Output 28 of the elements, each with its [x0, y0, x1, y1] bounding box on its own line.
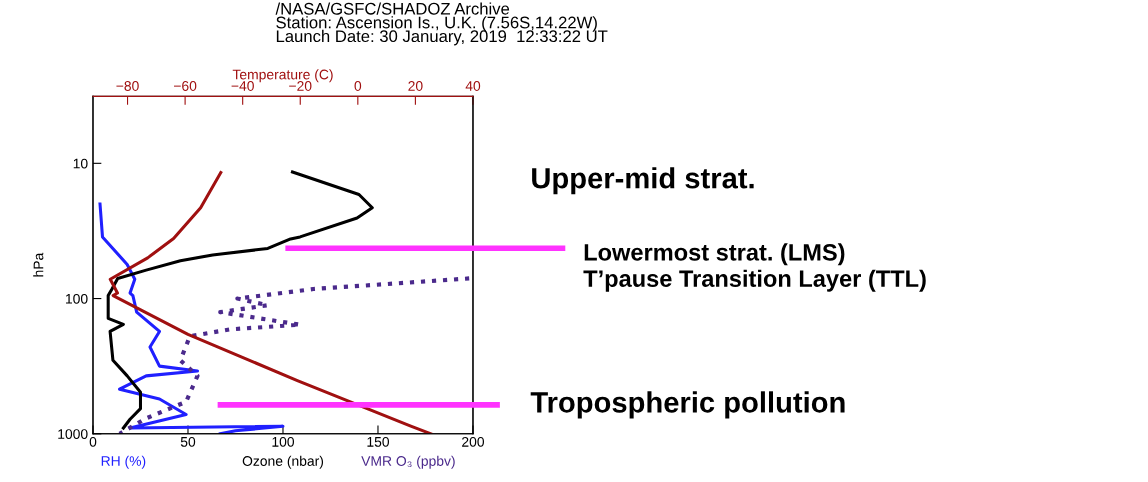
y-tick-label: 1000 [58, 429, 88, 439]
line-series [98, 202, 285, 434]
y-tick-label: 100 [66, 293, 88, 304]
line-series [117, 276, 472, 434]
text: RH (%) [101, 455, 146, 469]
chart-subtitle: Station: Ascension Is., U.K. (7.56S,14.22W) Launch Date: 30 January, 2019 12:33:22 UT [276, 16, 608, 46]
x2-tick-label: 0 [354, 81, 362, 91]
x2-tick-label: −20 [289, 81, 312, 91]
y-axis-title: hPa [33, 252, 44, 277]
x-tick-label: 150 [367, 436, 390, 447]
x-tick-label: 200 [462, 436, 485, 447]
x2-tick-label: −60 [174, 81, 197, 91]
x2-tick-label: 40 [465, 81, 481, 91]
text: VMR O₃ (ppbv) [361, 455, 455, 469]
line-series [106, 170, 374, 430]
x2-tick-label: −80 [116, 81, 139, 91]
y-tick-label: 10 [73, 158, 88, 169]
text: Ozone (nbar) [242, 455, 324, 469]
x2-tick-label: 20 [408, 81, 423, 91]
x2-axis-title: Temperature (C) [232, 69, 333, 83]
text: Upper-mid strat. [532, 167, 754, 195]
x-tick-label: 0 [89, 436, 97, 447]
x-tick-label: 100 [272, 436, 295, 447]
text: Lowermost strat. (LMS) T’pause Transition Layer (TTL) [583, 243, 926, 292]
text: Tropospheric pollution [530, 391, 845, 419]
chart-title: /NASA/GSFC/SHADOZ Archive [275, 2, 510, 15]
x-tick-label: 50 [180, 436, 196, 447]
x2-tick-label: −40 [231, 81, 254, 91]
